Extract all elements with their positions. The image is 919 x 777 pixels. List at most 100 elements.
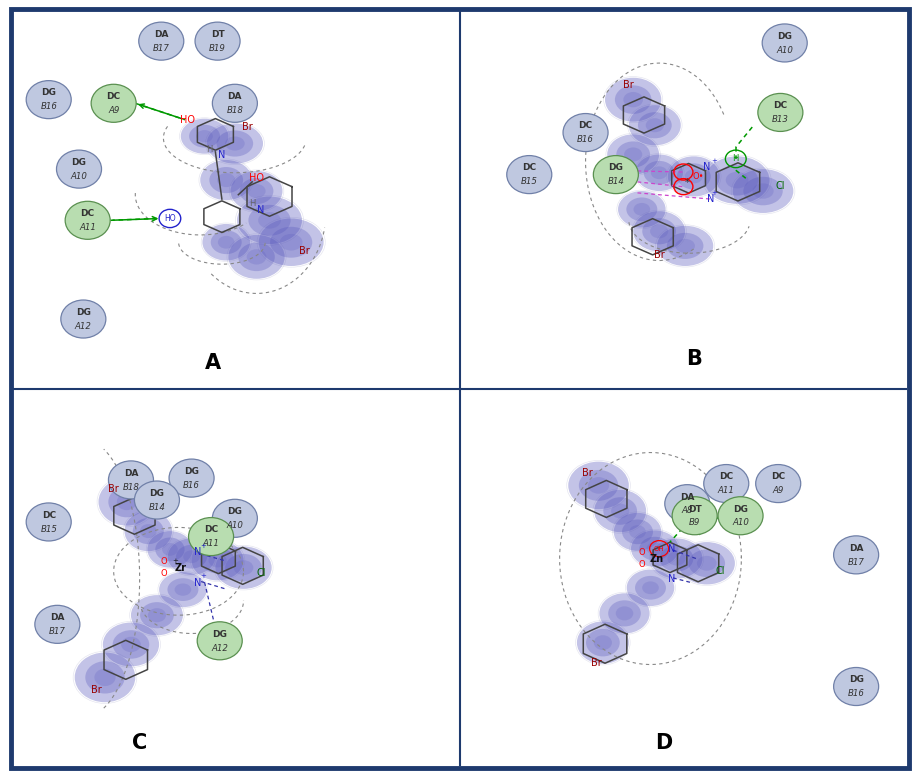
Ellipse shape <box>238 242 275 271</box>
Text: A9: A9 <box>108 106 119 115</box>
Ellipse shape <box>697 556 716 570</box>
Ellipse shape <box>629 525 645 538</box>
Ellipse shape <box>159 572 207 607</box>
Text: DC: DC <box>719 472 732 482</box>
Ellipse shape <box>684 169 702 183</box>
Ellipse shape <box>610 503 629 518</box>
Text: B9: B9 <box>688 518 699 528</box>
Ellipse shape <box>621 520 652 544</box>
Circle shape <box>65 201 110 239</box>
Text: H: H <box>249 199 255 207</box>
Text: HO: HO <box>249 173 264 183</box>
Ellipse shape <box>167 538 215 575</box>
Text: A: A <box>205 353 221 373</box>
Ellipse shape <box>635 155 682 191</box>
Text: DC: DC <box>770 472 785 482</box>
Ellipse shape <box>247 184 266 198</box>
Text: N: N <box>707 194 714 204</box>
Ellipse shape <box>743 177 782 205</box>
Text: DA: DA <box>227 92 242 101</box>
Ellipse shape <box>258 218 323 266</box>
Text: H: H <box>206 145 212 154</box>
Text: DG: DG <box>848 675 863 685</box>
Circle shape <box>188 517 233 556</box>
Ellipse shape <box>189 125 220 148</box>
Ellipse shape <box>215 546 271 589</box>
Text: DC: DC <box>81 209 95 218</box>
Text: O: O <box>638 560 644 570</box>
Circle shape <box>195 22 240 60</box>
Text: +: + <box>200 573 207 580</box>
Ellipse shape <box>124 511 172 551</box>
Text: Cl: Cl <box>775 180 784 190</box>
Ellipse shape <box>626 197 656 221</box>
Text: N: N <box>702 162 709 172</box>
Text: D: D <box>654 733 672 753</box>
Circle shape <box>108 461 153 499</box>
Ellipse shape <box>95 669 116 686</box>
Text: Br: Br <box>299 246 309 256</box>
Text: Br: Br <box>582 469 593 479</box>
Text: DG: DG <box>150 489 165 498</box>
Text: DG: DG <box>184 467 199 476</box>
Text: A10: A10 <box>776 46 792 54</box>
Text: +: + <box>711 190 717 196</box>
Circle shape <box>197 622 242 660</box>
Circle shape <box>703 465 748 503</box>
Text: DG: DG <box>212 629 227 639</box>
Ellipse shape <box>237 197 301 244</box>
Ellipse shape <box>626 570 674 606</box>
Ellipse shape <box>614 85 651 114</box>
Text: B14: B14 <box>607 177 624 186</box>
Ellipse shape <box>210 230 242 254</box>
Text: DG: DG <box>227 507 242 516</box>
Ellipse shape <box>675 239 694 253</box>
Ellipse shape <box>98 478 154 525</box>
Text: DC: DC <box>107 92 120 101</box>
Text: DG: DG <box>607 163 622 172</box>
Ellipse shape <box>578 470 618 501</box>
Text: B19: B19 <box>209 44 226 53</box>
Ellipse shape <box>623 148 641 162</box>
Text: B18: B18 <box>122 483 140 492</box>
Ellipse shape <box>200 160 252 200</box>
Text: N: N <box>194 547 201 557</box>
Ellipse shape <box>605 78 661 121</box>
Ellipse shape <box>162 543 177 556</box>
Ellipse shape <box>666 233 703 259</box>
Ellipse shape <box>646 542 663 555</box>
Ellipse shape <box>196 130 212 142</box>
Ellipse shape <box>279 234 302 250</box>
Ellipse shape <box>687 549 724 577</box>
Ellipse shape <box>634 576 665 600</box>
Text: Cl: Cl <box>714 566 724 577</box>
Circle shape <box>56 150 101 188</box>
Ellipse shape <box>603 497 636 524</box>
Circle shape <box>562 113 607 152</box>
Ellipse shape <box>616 141 650 168</box>
Text: +: + <box>200 542 207 549</box>
Ellipse shape <box>632 211 685 252</box>
Text: DC: DC <box>204 525 218 535</box>
Text: DC: DC <box>578 121 592 131</box>
Ellipse shape <box>207 124 263 164</box>
Ellipse shape <box>233 560 253 575</box>
Text: N: N <box>667 574 675 584</box>
Text: B15: B15 <box>40 524 57 534</box>
Text: A11: A11 <box>202 539 220 549</box>
Ellipse shape <box>607 134 658 175</box>
Text: N: N <box>194 578 201 588</box>
Ellipse shape <box>167 578 199 601</box>
Circle shape <box>664 485 709 523</box>
Circle shape <box>169 459 214 497</box>
Circle shape <box>35 605 80 643</box>
Ellipse shape <box>180 119 228 154</box>
Text: Br: Br <box>590 658 601 667</box>
Ellipse shape <box>659 545 693 572</box>
Ellipse shape <box>667 156 719 197</box>
Text: A12: A12 <box>211 643 228 653</box>
Circle shape <box>833 667 878 706</box>
Ellipse shape <box>200 547 234 573</box>
Circle shape <box>134 481 179 519</box>
Ellipse shape <box>623 92 642 107</box>
